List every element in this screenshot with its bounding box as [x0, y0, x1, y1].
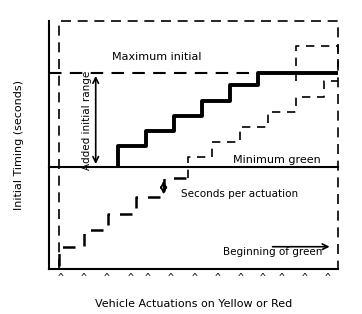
Text: ^: ^ — [260, 273, 266, 283]
Text: ^: ^ — [127, 273, 134, 283]
Text: ^: ^ — [81, 273, 87, 283]
Text: Maximum initial: Maximum initial — [112, 52, 201, 62]
Text: ^: ^ — [324, 273, 330, 283]
Text: Beginning of green: Beginning of green — [223, 247, 322, 257]
Text: ^: ^ — [58, 273, 64, 283]
Text: ^: ^ — [302, 273, 307, 283]
Text: Seconds per actuation: Seconds per actuation — [181, 189, 298, 199]
Text: ^: ^ — [168, 273, 173, 283]
Text: Initial Timing (seconds): Initial Timing (seconds) — [14, 80, 24, 210]
Text: ^: ^ — [215, 273, 220, 283]
Text: ^: ^ — [103, 273, 109, 283]
Text: Added initial range: Added initial range — [82, 70, 92, 170]
Text: Vehicle Actuations on Yellow or Red: Vehicle Actuations on Yellow or Red — [94, 299, 292, 309]
Text: ^: ^ — [237, 273, 243, 283]
Text: Minimum green: Minimum green — [233, 155, 321, 165]
Text: ^: ^ — [192, 273, 198, 283]
Text: ^: ^ — [279, 273, 285, 283]
Text: ^: ^ — [145, 273, 151, 283]
